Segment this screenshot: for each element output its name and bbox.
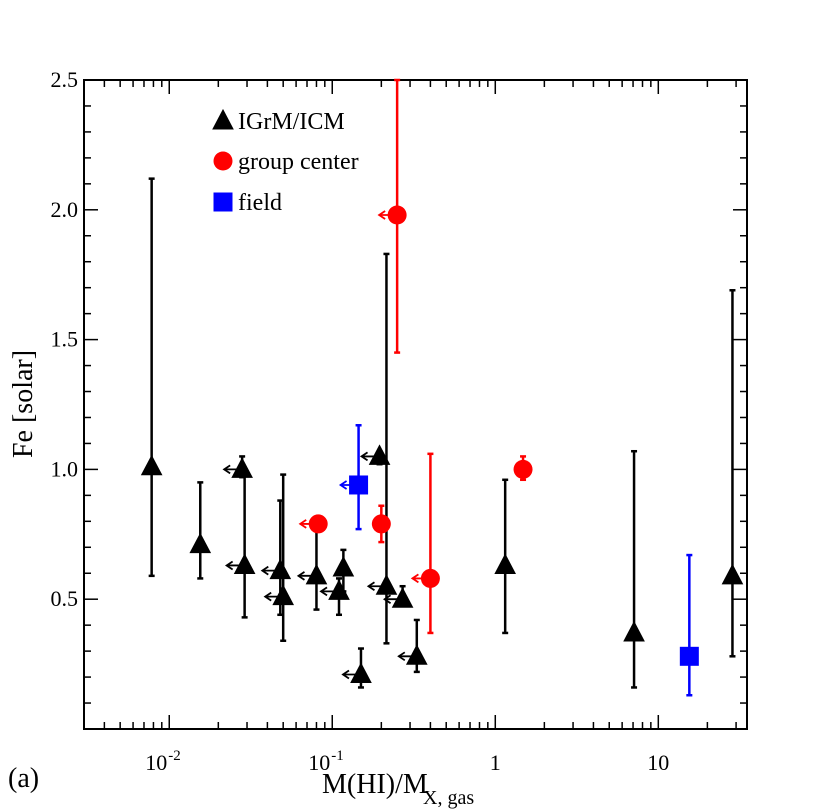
legend-label: group center	[238, 149, 359, 175]
plot-frame	[83, 79, 748, 730]
data-point-igrm-icm	[721, 563, 744, 585]
panel-label: (a)	[8, 763, 39, 794]
upper-limit-arrowhead	[359, 451, 369, 462]
data-point-igrm-icm	[623, 620, 645, 642]
x-tick-label: 10	[308, 750, 330, 775]
data-point-igrm-icm	[269, 558, 292, 580]
data-point-igrm-icm	[494, 553, 517, 574]
x-axis-title-subscript: X, gas	[423, 787, 474, 809]
data-point-igrm-icm	[368, 444, 391, 465]
x-tick-label-exponent: -2	[168, 748, 181, 764]
legend-marker-group-center	[213, 151, 233, 171]
data-point-igrm-icm	[405, 644, 428, 665]
data-point-group-center	[513, 459, 533, 479]
data-point-igrm-icm	[332, 555, 355, 577]
upper-limit-arrowhead	[366, 581, 375, 591]
data-point-group-center	[371, 514, 391, 534]
data-point-igrm-icm	[391, 587, 414, 608]
x-axis-title: M(HI)/M	[322, 769, 428, 800]
data-point-field	[679, 646, 699, 666]
data-markers	[140, 205, 744, 683]
data-point-group-center	[308, 514, 328, 534]
upper-limit-arrowhead	[222, 464, 231, 475]
legend: IGrM/ICM group center field	[212, 108, 359, 216]
upper-limit-arrowhead	[382, 594, 392, 604]
upper-limit-arrowhead	[319, 586, 328, 597]
data-point-igrm-icm	[231, 457, 253, 478]
upper-limit-arrowhead	[298, 519, 307, 529]
upper-limit-arrowhead	[260, 565, 269, 576]
x-tick-label: 1	[490, 750, 501, 775]
upper-limit-arrowhead	[410, 573, 419, 584]
upper-limit-arrowhead	[263, 591, 272, 602]
data-point-group-center	[420, 568, 440, 588]
x-tick-label-exponent: -1	[331, 748, 344, 764]
y-tick-label: 2.5	[51, 67, 79, 92]
data-point-igrm-icm	[328, 579, 350, 600]
data-point-field	[349, 475, 369, 495]
upper-limit-arrowhead	[341, 669, 350, 680]
data-point-igrm-icm	[233, 553, 256, 574]
y-tick-label: 0.5	[51, 586, 79, 611]
y-axis-title: Fe [solar]	[8, 350, 39, 458]
data-point-group-center	[387, 205, 407, 225]
legend-label: field	[238, 190, 282, 216]
y-tick-label: 1.0	[51, 456, 79, 481]
x-axis-ticks: 10 -2 10 -1 1 10	[83, 80, 737, 775]
data-point-igrm-icm	[350, 662, 372, 683]
x-tick-label: 10	[647, 750, 669, 775]
upper-limit-arrowhead	[296, 571, 305, 581]
y-axis-ticks: 0.5 1.0 1.5 2.0 2.5	[51, 67, 747, 704]
upper-limit-arrowhead	[397, 651, 406, 662]
data-point-igrm-icm	[140, 454, 163, 476]
legend-marker-field	[213, 192, 233, 212]
upper-limit-arrowhead	[377, 210, 386, 220]
y-tick-label: 1.5	[51, 327, 79, 352]
data-point-igrm-icm	[272, 584, 295, 606]
data-point-igrm-icm	[305, 563, 328, 585]
upper-limit-arrowhead	[224, 560, 234, 571]
x-tick-label: 10	[145, 750, 167, 775]
legend-marker-igrm-icm	[212, 108, 234, 130]
error-bars	[148, 78, 736, 697]
upper-limit-arrowhead	[338, 480, 348, 490]
data-point-igrm-icm	[375, 574, 398, 595]
y-tick-label: 2.0	[51, 197, 79, 222]
data-point-igrm-icm	[189, 532, 212, 554]
legend-label: IGrM/ICM	[238, 109, 345, 135]
